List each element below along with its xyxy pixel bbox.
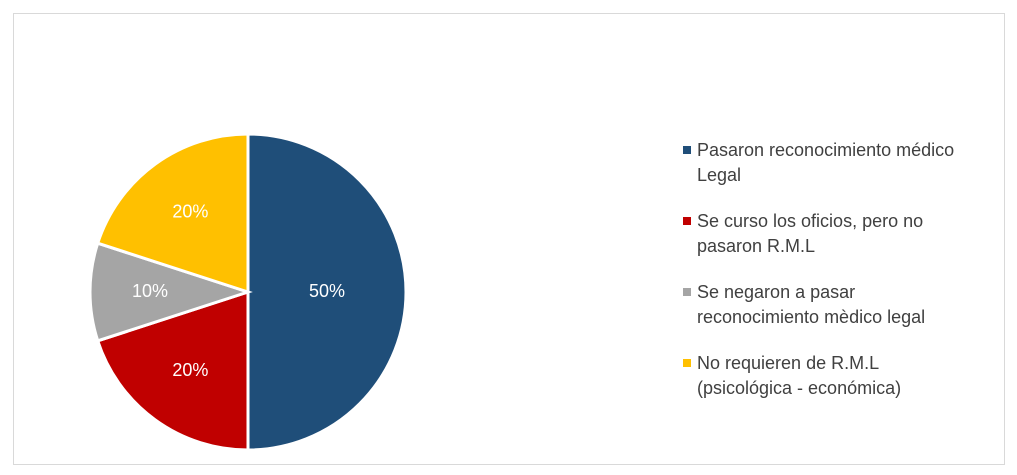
legend-label: Se negaron a pasar reconocimiento mèdico… [697,282,926,327]
pie-slice [88,241,253,343]
pie-slice [246,132,408,452]
legend-swatch [683,217,691,225]
slice-label: 20% [172,201,208,221]
legend-label: No requieren de R.M.L (psicológica - eco… [697,353,902,398]
legend-swatch [683,146,691,154]
legend-label: Se curso los oficios, pero no pasaron R.… [697,211,924,256]
pie-slice [95,132,250,295]
legend-swatch [683,288,691,296]
slice-label: 50% [309,281,345,301]
chart-frame [13,13,1005,465]
slice-label: 10% [132,281,168,301]
legend-label: Pasaron reconocimiento médico Legal [697,140,955,185]
legend-swatch [683,359,691,367]
slice-label: 20% [172,360,208,380]
pie-slice [95,289,250,452]
